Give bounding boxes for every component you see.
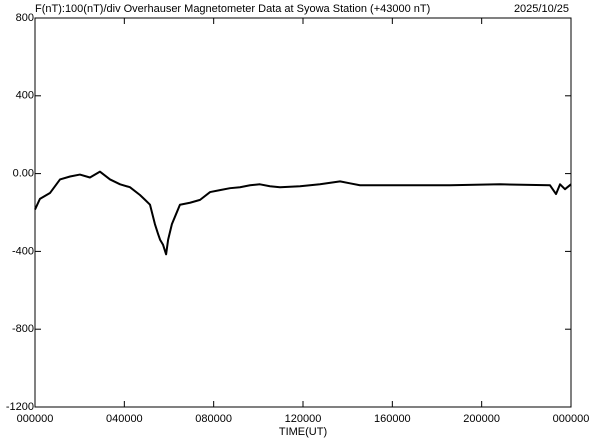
x-tick-label: 080000 (195, 413, 232, 425)
y-tick-label: -800 (12, 323, 34, 335)
y-tick-label: 800 (16, 12, 34, 24)
data-line (34, 170, 572, 256)
plot-frame (34, 17, 572, 408)
x-tick-label: 000000 (553, 413, 590, 425)
x-tick-label: 000000 (17, 413, 54, 425)
chart-title: F(nT):100(nT)/div Overhauser Magnetomete… (35, 3, 430, 15)
y-tick-label: -1200 (6, 401, 34, 413)
y-tick-label: 0.00 (13, 168, 34, 180)
x-tick-label: 040000 (106, 413, 143, 425)
x-tick-label: 200000 (463, 413, 500, 425)
chart-date: 2025/10/25 (514, 3, 569, 15)
x-axis-label: TIME(UT) (279, 426, 327, 438)
y-tick-label: 400 (16, 90, 34, 102)
x-tick-label: 160000 (374, 413, 411, 425)
x-tick-label: 120000 (285, 413, 322, 425)
y-tick-label: -400 (12, 245, 34, 257)
